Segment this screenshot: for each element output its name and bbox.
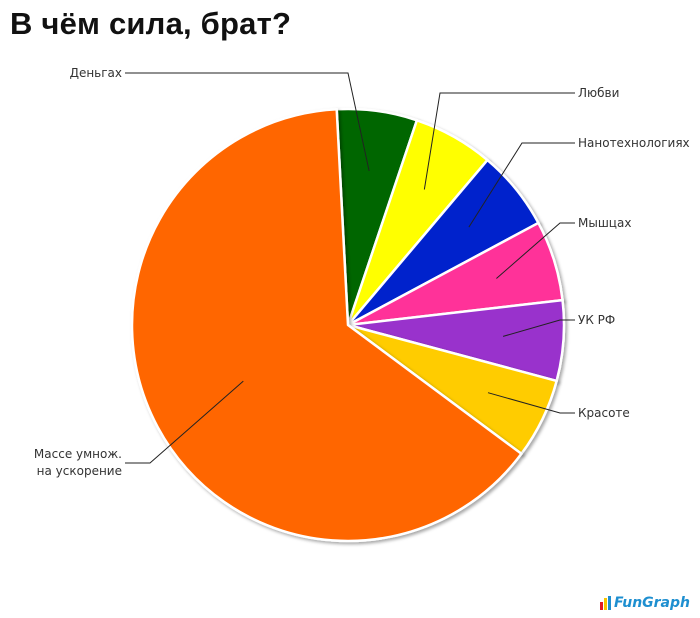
chart-title: В чём сила, брат? <box>10 6 292 41</box>
slice-label-2: Нанотехнологиях <box>578 136 690 150</box>
slice-label-5: Красоте <box>578 406 630 420</box>
slice-labels: Деньгах Любви Нанотехнологиях Мышцах УК РФ Кр… <box>34 66 690 478</box>
slice-label-1: Любви <box>578 86 619 100</box>
brand-name: FunGraph <box>614 595 690 611</box>
brand-icon-bar <box>600 602 603 610</box>
brand-icon-bar <box>604 598 607 610</box>
leader-line-5 <box>487 392 575 414</box>
brand-icon-bar <box>608 596 611 610</box>
pie-slices <box>130 107 566 543</box>
leader-line-2 <box>468 142 575 228</box>
slice-label-6: Массе умнож. на ускорение <box>34 447 122 478</box>
leader-line-3 <box>496 222 575 279</box>
bar-chart-icon <box>600 596 611 610</box>
slice-label-4: УК РФ <box>578 313 615 327</box>
label-leader-lines <box>125 72 575 464</box>
slice-label-3: Мышцах <box>578 216 631 230</box>
leader-line-4 <box>502 319 575 337</box>
leader-line-1 <box>423 92 575 190</box>
leader-line-0 <box>125 72 370 172</box>
brand-logo: FunGraph <box>600 596 690 610</box>
leader-line-6 <box>125 380 244 464</box>
slice-label-0: Деньгах <box>70 66 122 80</box>
pie-slice-6 <box>130 108 523 543</box>
